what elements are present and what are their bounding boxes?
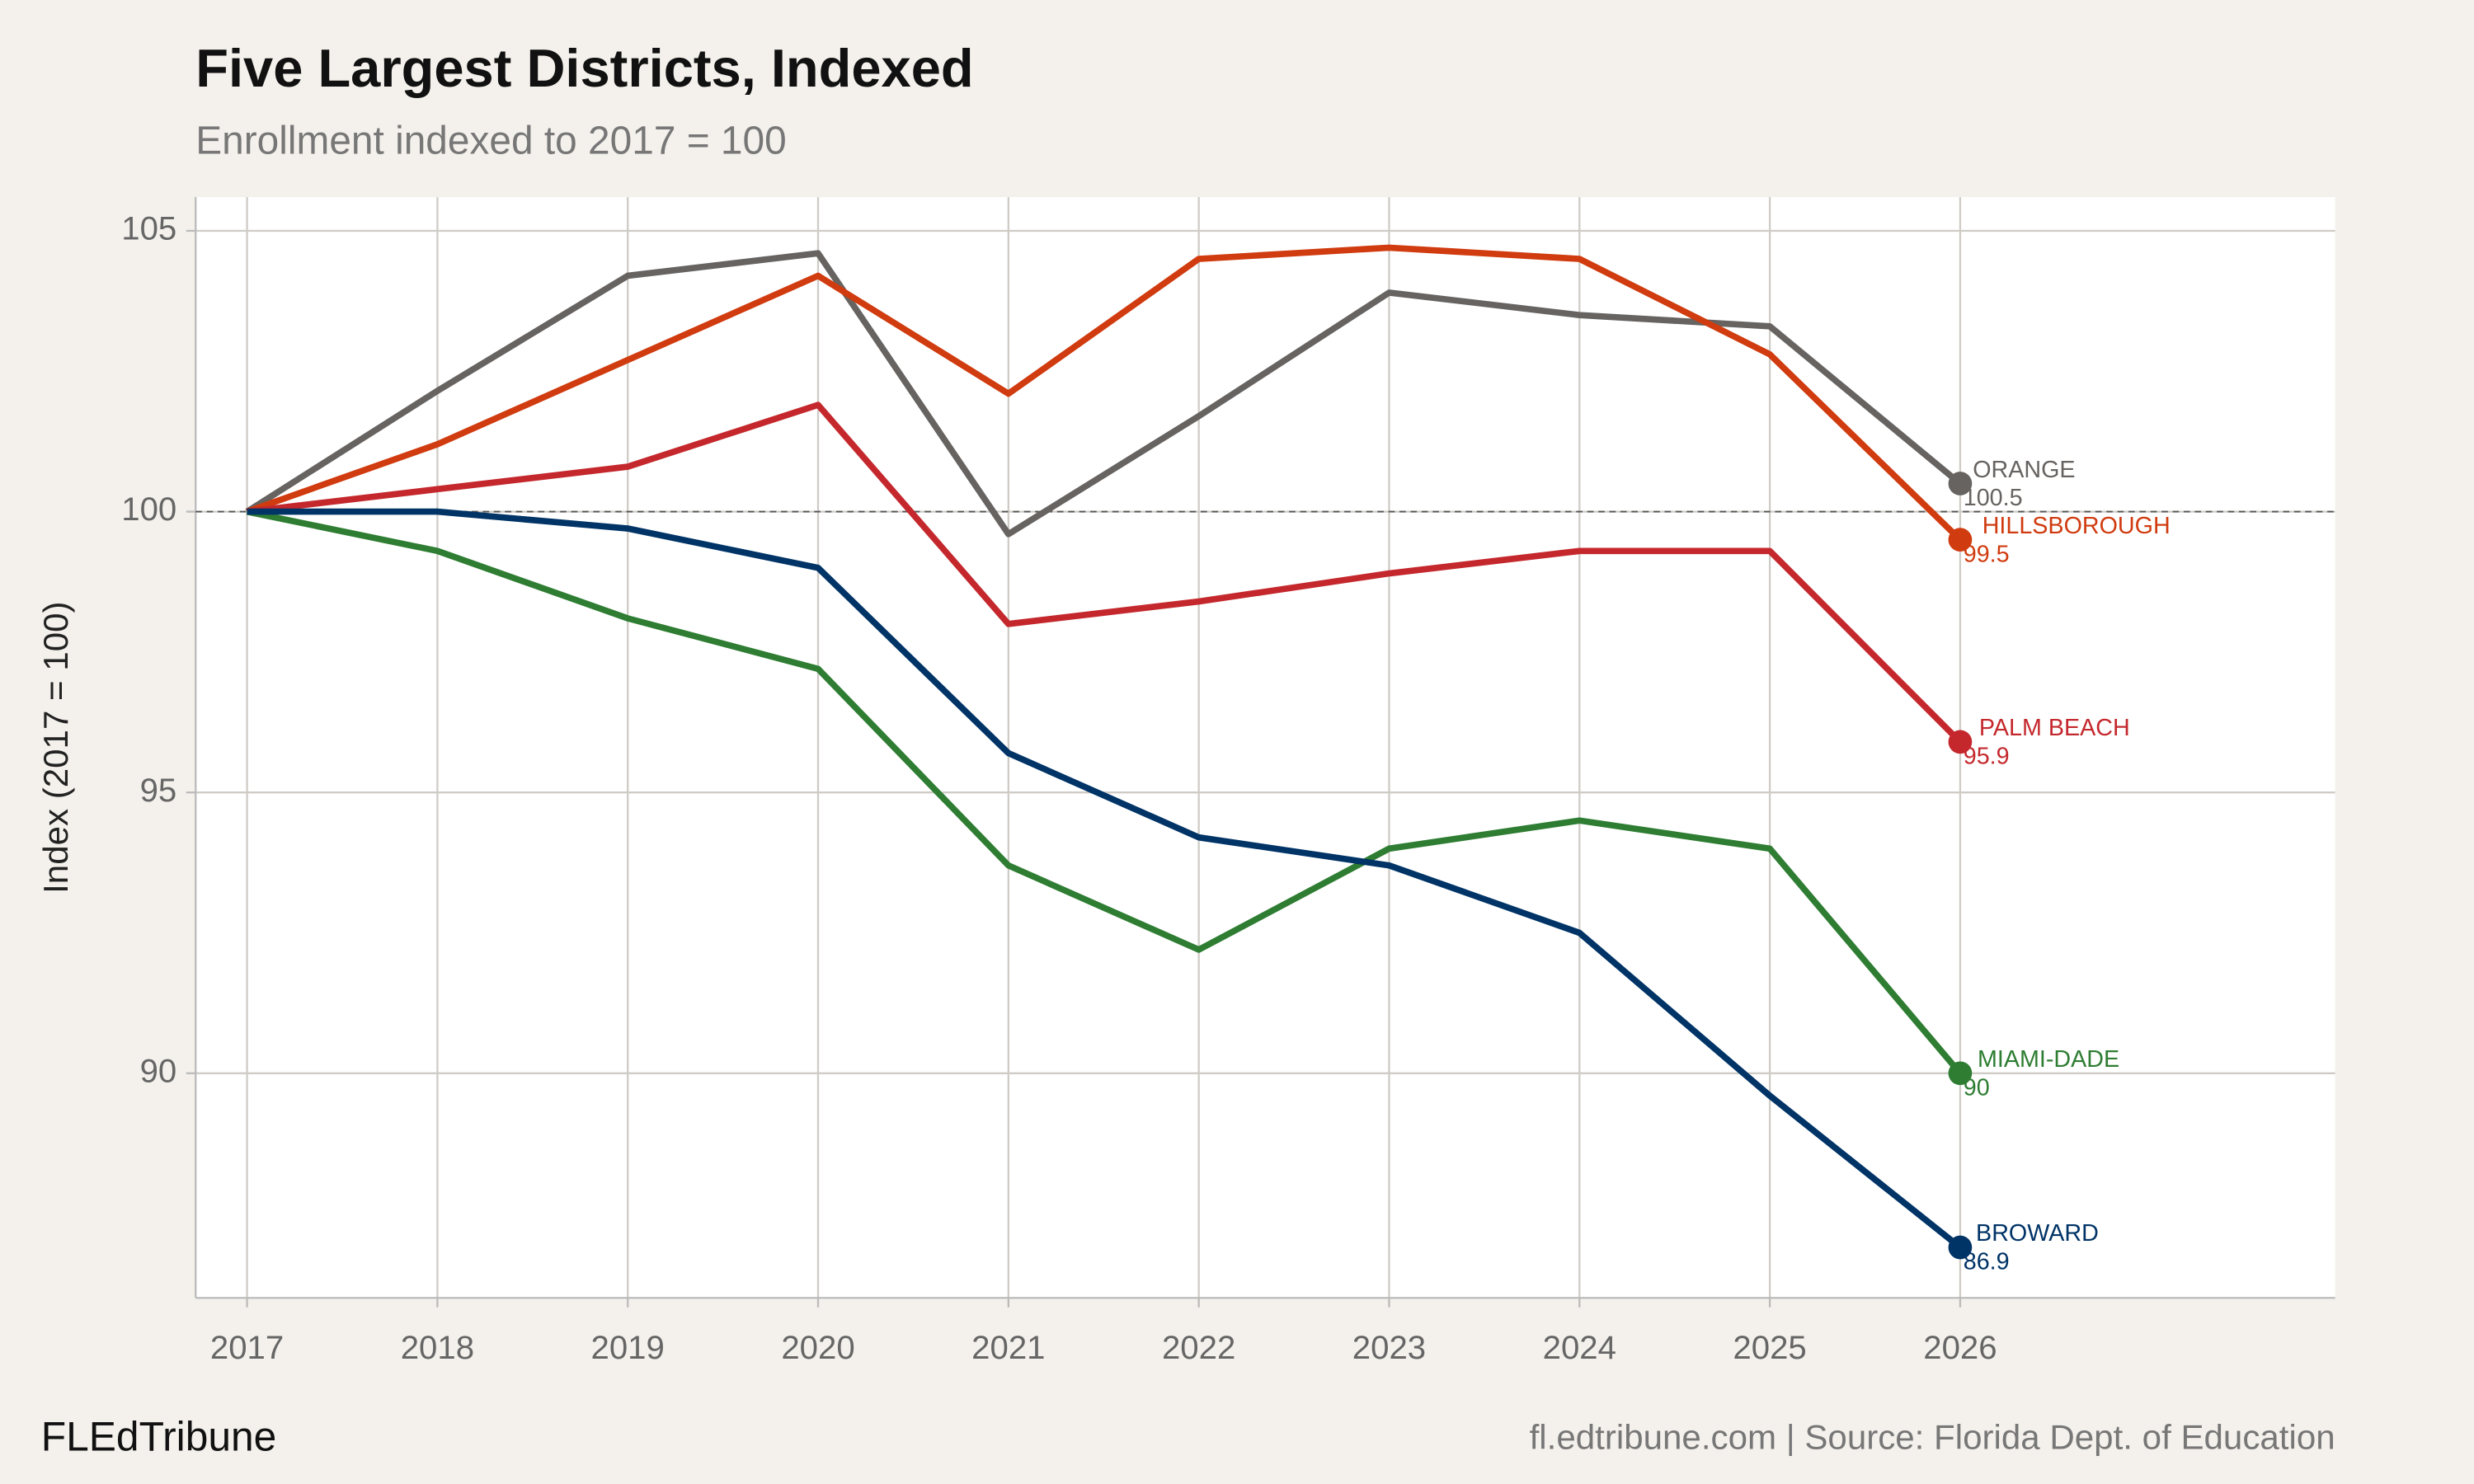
- caption: fl.edtribune.com | Source: Florida Dept.…: [1530, 1418, 2335, 1457]
- x-tick-label: 2022: [1162, 1329, 1235, 1366]
- end-label-value: 99.5: [1964, 541, 2010, 567]
- x-tick-label: 2023: [1352, 1329, 1426, 1366]
- end-label-name: HILLSBOROUGH: [1982, 513, 2171, 539]
- chart-subtitle: Enrollment indexed to 2017 = 100: [195, 120, 786, 163]
- end-label-name: PALM BEACH: [1979, 715, 2130, 741]
- end-label-name: BROWARD: [1976, 1220, 2099, 1247]
- plot-panel: [195, 197, 2335, 1298]
- y-axis-label: Index (2017 = 100): [36, 602, 75, 894]
- x-tick-label: 2025: [1733, 1329, 1806, 1366]
- series-line: [247, 508, 1963, 1250]
- end-label-value: 86.9: [1964, 1249, 2010, 1275]
- end-label-value: 90: [1964, 1075, 1990, 1101]
- y-tick-label: 105: [121, 210, 176, 247]
- end-point: [1948, 730, 1973, 754]
- x-tick-label: 2024: [1543, 1329, 1616, 1366]
- series-line: [247, 402, 1963, 744]
- x-tick-label: 2017: [210, 1329, 284, 1366]
- end-label-name: MIAMI-DADE: [1978, 1046, 2119, 1073]
- x-tick-label: 2019: [591, 1329, 665, 1366]
- series-line: [245, 250, 1963, 538]
- series-line: [246, 244, 1963, 542]
- grid: 90 95 100 105 2017 2018 2019 2020 2021 2022 2023 20…: [121, 197, 2335, 1366]
- end-label-value: 95.9: [1964, 744, 2010, 770]
- x-tick-label: 2021: [971, 1329, 1045, 1366]
- end-point: [1948, 472, 1973, 495]
- series-line: [246, 508, 1963, 1076]
- y-tick-label: 100: [121, 491, 176, 528]
- end-label-name: ORANGE: [1973, 457, 2075, 483]
- end-label-value: 100.5: [1964, 485, 2023, 511]
- brand: FLEdTribune: [41, 1414, 277, 1460]
- end-point: [1948, 1235, 1973, 1260]
- x-tick-label: 2026: [1923, 1329, 1997, 1366]
- y-tick-label: 95: [140, 772, 177, 809]
- end-point: [1948, 1061, 1973, 1086]
- end-point: [1948, 528, 1973, 552]
- x-tick-label: 2020: [781, 1329, 854, 1366]
- chart-title: Five Largest Districts, Indexed: [195, 38, 973, 98]
- x-tick-label: 2018: [401, 1329, 474, 1366]
- y-tick-label: 90: [140, 1052, 177, 1089]
